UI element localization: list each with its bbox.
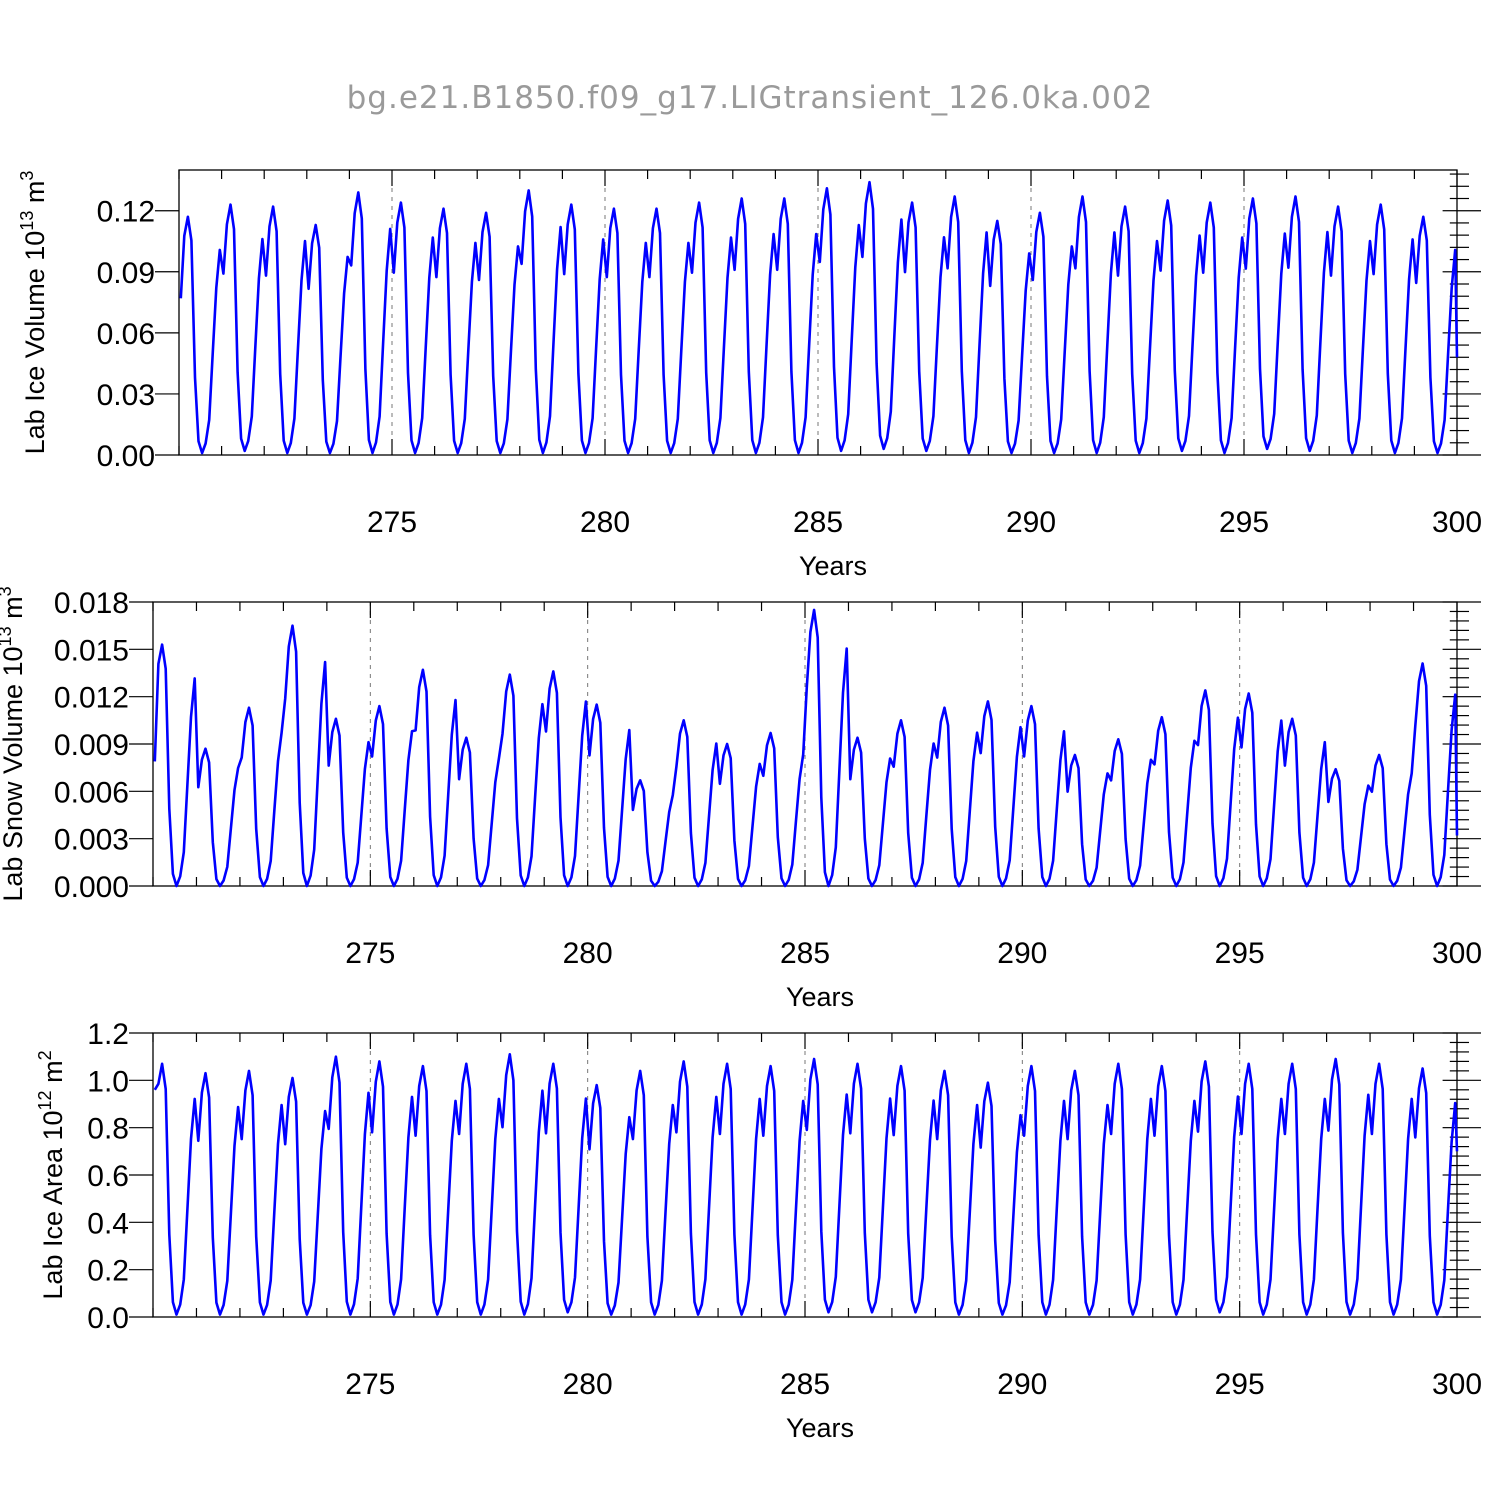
series-line-ice-volume: [179, 180, 1459, 455]
panel-ice-volume: 0.00 0.03 0.06 0.09 0.12 275 280 285 290 295 300 Ye…: [17, 169, 1482, 581]
y-tick-label: 0.03: [97, 379, 155, 412]
x-tick-label: 285: [780, 937, 830, 970]
y-tick-label: 0.015: [54, 634, 129, 667]
x-tick-label: 295: [1215, 937, 1265, 970]
y-tick-label: 0.06: [97, 318, 155, 351]
y-axis-label: Lab Snow Volume 1013 m3: [0, 586, 28, 901]
x-tick-label: 275: [345, 937, 395, 970]
x-tick-label: 280: [580, 506, 630, 539]
y-tick-label: 0.009: [54, 729, 129, 762]
x-tick-label: 300: [1432, 1368, 1482, 1401]
panel-snow-volume: 0.000 0.003 0.006 0.009 0.012 0.015 0.018 275 28…: [0, 586, 1482, 1012]
x-tick-label: 300: [1432, 937, 1482, 970]
y-axis-label: Lab Ice Volume 1013 m3: [17, 171, 50, 455]
x-axis-label: Years: [786, 1413, 854, 1443]
y-tick-label: 0.12: [97, 196, 155, 229]
x-tick-label: 290: [997, 1368, 1047, 1401]
x-tick-label: 285: [793, 506, 843, 539]
x-tick-label: 290: [997, 937, 1047, 970]
y-tick-label: 1.0: [87, 1065, 129, 1098]
panels: 0.00 0.03 0.06 0.09 0.12 275 280 285 290 295 300 Ye…: [0, 169, 1482, 1443]
y-tick-label: 1.2: [87, 1018, 129, 1051]
x-axis-label: Years: [799, 551, 867, 581]
x-tick-label: 295: [1219, 506, 1269, 539]
y-tick-label: 0.00: [97, 440, 155, 473]
x-tick-label: 300: [1432, 506, 1482, 539]
y-tick-label: 0.018: [54, 587, 129, 620]
y-tick-label: 0.2: [87, 1255, 129, 1288]
x-axis-label: Years: [786, 982, 854, 1012]
x-tick-label: 280: [563, 937, 613, 970]
y-tick-label: 0.012: [54, 682, 129, 715]
plot-frame-ice-area: [152, 1032, 1458, 1318]
x-tick-label: 280: [563, 1368, 613, 1401]
x-tick-label: 275: [367, 506, 417, 539]
x-tick-label: 295: [1215, 1368, 1265, 1401]
series-line-snow-volume: [153, 608, 1459, 888]
y-tick-label: 0.8: [87, 1113, 129, 1146]
figure-title: bg.e21.B1850.f09_g17.LIGtransient_126.0k…: [347, 80, 1154, 116]
series-line-ice-area: [153, 1053, 1459, 1316]
x-tick-label: 285: [780, 1368, 830, 1401]
y-tick-label: 0.0: [87, 1302, 129, 1335]
panel-ice-area: 0.0 0.2 0.4 0.6 0.8 1.0 1.2 275 280 285 290 295 300 Y…: [35, 1018, 1482, 1443]
y-tick-label: 0.4: [87, 1207, 129, 1240]
x-tick-label: 290: [1006, 506, 1056, 539]
y-tick-label: 0.09: [97, 257, 155, 290]
y-tick-label: 0.6: [87, 1160, 129, 1193]
y-tick-label: 0.003: [54, 824, 129, 857]
y-axis-label: Lab Ice Area 1012 m2: [35, 1050, 68, 1299]
y-tick-label: 0.000: [54, 871, 129, 904]
y-tick-label: 0.006: [54, 776, 129, 809]
x-tick-label: 275: [345, 1368, 395, 1401]
